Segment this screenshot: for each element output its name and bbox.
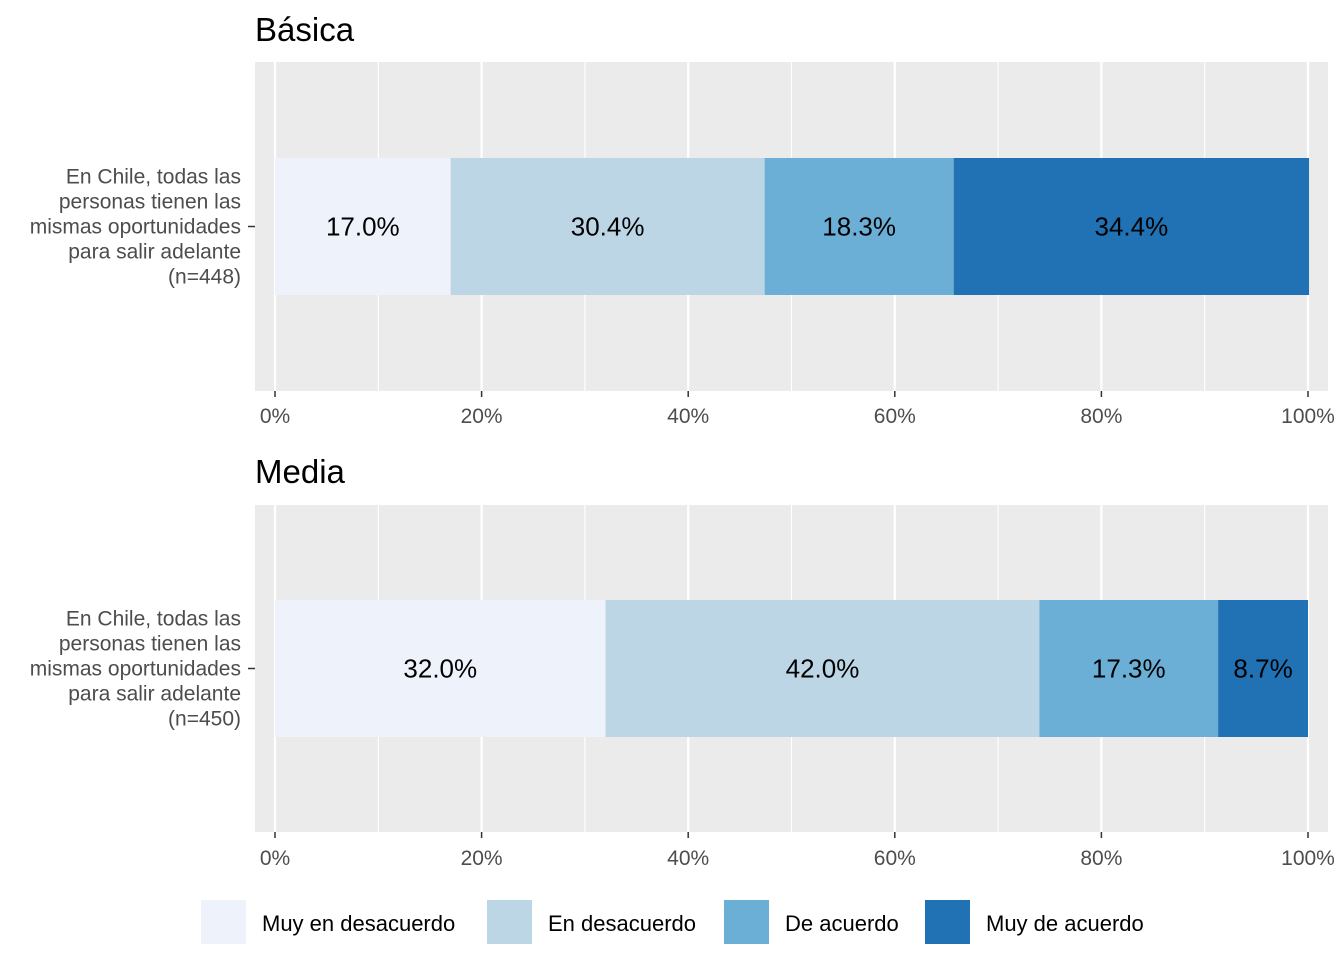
category-label-line: personas tienen las xyxy=(59,633,241,656)
legend-swatch xyxy=(724,900,769,944)
category-label: En Chile, todas las personas tienen las mi… xyxy=(30,608,241,731)
x-tick-label: 80% xyxy=(1080,847,1122,870)
bar-segment xyxy=(764,158,954,295)
data-label: 18.3% xyxy=(822,212,896,242)
bar-segment xyxy=(275,600,606,737)
data-label: 34.4% xyxy=(1094,212,1168,242)
x-tick-label: 20% xyxy=(461,405,503,428)
category-label-line: En Chile, todas las xyxy=(66,166,241,189)
data-label: 17.3% xyxy=(1092,654,1166,684)
data-label: 30.4% xyxy=(571,212,645,242)
bar-segment xyxy=(605,600,1040,737)
x-tick-label: 60% xyxy=(874,847,916,870)
bar-segment xyxy=(1039,600,1219,737)
category-label-line: para salir adelante xyxy=(68,683,241,706)
x-tick-label: 40% xyxy=(667,405,709,428)
x-tick-label: 100% xyxy=(1281,405,1335,428)
bar-segment xyxy=(275,158,451,295)
bar-segment xyxy=(1218,600,1308,737)
bar-segment xyxy=(953,158,1310,295)
legend-item: Muy en desacuerdo xyxy=(201,900,455,944)
x-tick-label: 20% xyxy=(461,847,503,870)
x-tick-label: 0% xyxy=(260,847,290,870)
legend-label: En desacuerdo xyxy=(548,911,696,936)
bar-segment xyxy=(450,158,765,295)
category-label-line: para salir adelante xyxy=(68,241,241,264)
category-label-line: En Chile, todas las xyxy=(66,608,241,631)
category-label-line: (n=450) xyxy=(168,708,241,731)
legend-label: Muy en desacuerdo xyxy=(262,911,455,936)
panel-2: Media 32.0% 42.0% 17.3% 8.7% En Chile, todas … xyxy=(30,453,1335,870)
category-label: En Chile, todas las personas tienen las mi… xyxy=(30,166,241,289)
x-tick-label: 100% xyxy=(1281,847,1335,870)
data-label: 17.0% xyxy=(326,212,400,242)
legend-item: De acuerdo xyxy=(724,900,899,944)
x-tick-label: 40% xyxy=(667,847,709,870)
data-label: 32.0% xyxy=(403,654,477,684)
category-label-line: mismas oportunidades xyxy=(30,658,241,681)
x-tick-label: 60% xyxy=(874,405,916,428)
category-label-line: (n=448) xyxy=(168,266,241,289)
legend-item: En desacuerdo xyxy=(487,900,696,944)
legend-swatch xyxy=(201,900,246,944)
legend-label: De acuerdo xyxy=(785,911,899,936)
x-tick-label: 80% xyxy=(1080,405,1122,428)
data-label: 8.7% xyxy=(1233,654,1292,684)
panel-1: Básica 17.0% 30.4% 18.3% 34.4% En Chile, toda… xyxy=(30,11,1335,428)
chart-panels: Básica 17.0% 30.4% 18.3% 34.4% En Chile, toda… xyxy=(30,11,1335,870)
x-tick-label: 0% xyxy=(260,405,290,428)
legend-label: Muy de acuerdo xyxy=(986,911,1144,936)
legend-item: Muy de acuerdo xyxy=(925,900,1144,944)
category-label-line: personas tienen las xyxy=(59,191,241,214)
legend-swatch xyxy=(487,900,532,944)
category-label-line: mismas oportunidades xyxy=(30,216,241,239)
data-label: 42.0% xyxy=(786,654,860,684)
legend-swatch xyxy=(925,900,970,944)
legend: Muy en desacuerdo En desacuerdo De acuerdo… xyxy=(201,900,1144,944)
panel-title: Media xyxy=(255,453,346,490)
panel-title: Básica xyxy=(255,11,355,48)
